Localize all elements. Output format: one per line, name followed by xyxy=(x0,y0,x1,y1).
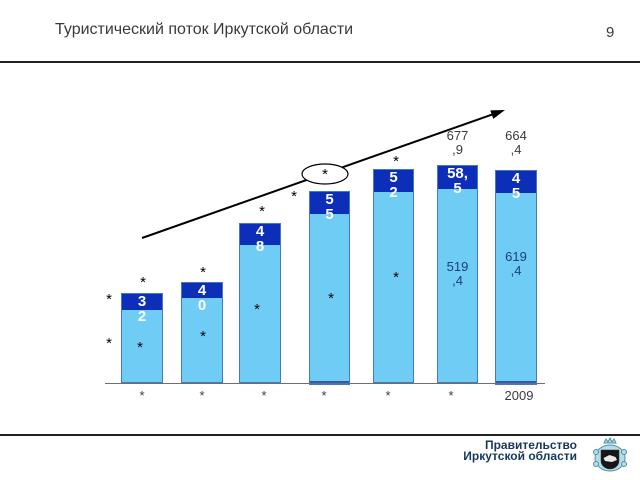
bar-inner-value-line: 519 xyxy=(446,259,469,274)
government-label-line2: Иркутской области xyxy=(463,449,577,463)
irkutsk-coat-of-arms-icon xyxy=(593,436,627,472)
bar-cap-segment xyxy=(496,171,536,193)
bar-value-label-line: 4 xyxy=(255,223,265,240)
page-number: 9 xyxy=(606,24,615,41)
redacted-value-asterisk: * xyxy=(106,335,112,353)
bar-value-label-line: 5 xyxy=(325,206,334,223)
bar-cap-segment xyxy=(182,283,222,298)
bar-value-label-line: 4 xyxy=(511,170,521,187)
header-divider xyxy=(0,61,640,63)
bar-inner-value-label: 519,4 xyxy=(437,260,478,288)
x-axis-category-label: * xyxy=(448,388,454,403)
bar-value-label-line: 5 xyxy=(325,191,334,208)
bar-value-label-line: 3 xyxy=(137,293,147,310)
redacted-value-asterisk: * xyxy=(393,153,399,171)
bar-value-label-line: 5 xyxy=(511,185,521,202)
x-axis-category-label: 2009 xyxy=(504,388,534,403)
redacted-value-asterisk: * xyxy=(393,269,399,287)
bar-base-strip xyxy=(496,381,536,384)
bar-value-label-line: 2 xyxy=(137,308,147,325)
bar-base-strip xyxy=(310,381,349,384)
x-axis-category-label: * xyxy=(199,388,205,403)
x-axis-category-label: * xyxy=(261,388,267,403)
redacted-value-asterisk: * xyxy=(200,264,206,282)
page-title: Туристический поток Иркутской области xyxy=(55,21,354,38)
x-axis-category-label: * xyxy=(321,388,327,403)
trend-arrowhead-icon xyxy=(490,110,505,119)
bar-value-label-line: 5 xyxy=(453,180,462,197)
bar xyxy=(121,293,163,383)
redacted-value-asterisk: * xyxy=(137,339,143,357)
bar-value-label: 58, 5 xyxy=(437,166,478,196)
footer-divider xyxy=(0,434,640,436)
bar-value-label-line: 0 xyxy=(197,297,207,314)
redacted-value-asterisk: * xyxy=(254,301,260,319)
bar-above-value-line: 664 xyxy=(505,128,527,143)
bar-inner-value-line: 619 xyxy=(505,249,527,264)
bar-value-label-line: 5 xyxy=(389,169,398,186)
bar-inner-value-line: ,4 xyxy=(510,263,522,278)
bar xyxy=(495,170,537,385)
bar-value-label-line: 8 xyxy=(255,238,265,255)
redacted-value-asterisk: * xyxy=(106,291,112,309)
x-axis-line xyxy=(105,383,545,384)
bar-value-label-line: 4 xyxy=(197,282,207,299)
bar-inner-value-label: 619,4 xyxy=(495,250,537,278)
bar-above-value-label: 664,4 xyxy=(495,129,537,157)
bar-above-value-line: 677 xyxy=(446,128,469,143)
bar-value-label-line: 2 xyxy=(389,184,398,201)
x-axis-category-label: * xyxy=(385,388,391,403)
redacted-value-asterisk: * xyxy=(140,274,146,292)
bar-inner-value-line: ,4 xyxy=(452,273,463,288)
bar-above-value-line: ,9 xyxy=(452,142,463,157)
redacted-value-asterisk: * xyxy=(291,188,297,206)
government-label: Правительство Иркутской области xyxy=(463,438,577,463)
bar-value-label-line: 58, xyxy=(447,165,468,182)
redacted-value-asterisk: * xyxy=(322,166,328,184)
redacted-value-asterisk: * xyxy=(200,328,206,346)
bar-above-value-line: ,4 xyxy=(510,142,522,157)
redacted-value-asterisk: * xyxy=(328,290,334,308)
bar-above-value-label: 677,9 xyxy=(437,129,478,157)
redacted-value-asterisk: * xyxy=(259,203,265,221)
bar xyxy=(181,282,223,383)
government-label-line1: Правительство xyxy=(484,438,577,452)
x-axis-category-label: * xyxy=(139,388,145,403)
bar-cap-segment xyxy=(122,294,162,310)
